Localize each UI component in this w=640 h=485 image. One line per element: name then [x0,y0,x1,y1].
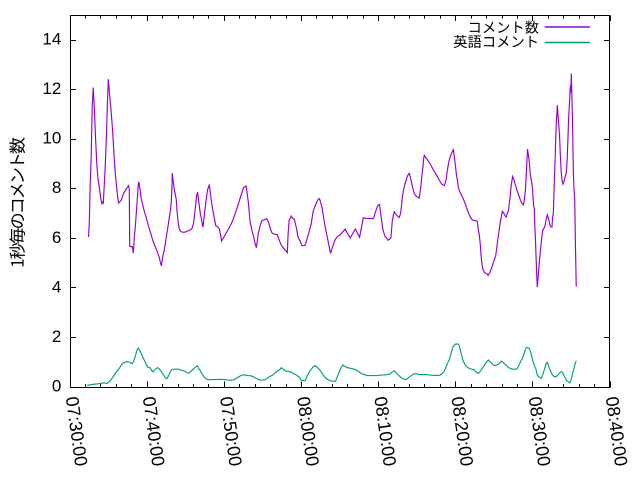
svg-text:12: 12 [42,79,61,98]
svg-text:10: 10 [42,129,61,148]
svg-text:4: 4 [52,277,61,296]
svg-text:2: 2 [52,327,61,346]
svg-text:6: 6 [52,228,61,247]
svg-text:0: 0 [52,377,61,396]
svg-text:14: 14 [42,30,61,49]
svg-text:8: 8 [52,178,61,197]
